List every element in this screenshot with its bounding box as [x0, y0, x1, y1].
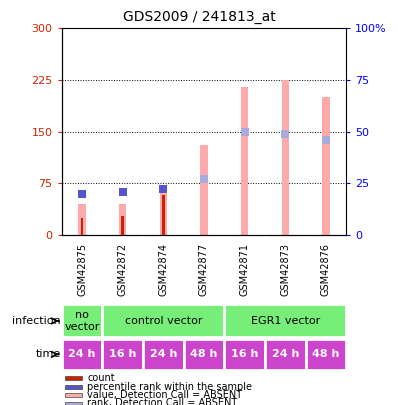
Bar	[160, 190, 167, 235]
Text: GSM42877: GSM42877	[199, 243, 209, 296]
Bar	[306, 339, 346, 370]
Bar	[224, 339, 265, 370]
Bar	[62, 339, 102, 370]
Bar	[183, 339, 224, 370]
Text: 24 h: 24 h	[271, 350, 299, 359]
Text: GSM42871: GSM42871	[240, 243, 250, 296]
Text: GSM42876: GSM42876	[321, 243, 331, 296]
Bar	[81, 218, 83, 235]
Text: GSM42875: GSM42875	[77, 243, 87, 296]
Text: count: count	[87, 373, 115, 383]
Bar	[102, 339, 143, 370]
Bar	[282, 80, 289, 235]
Bar	[64, 377, 82, 380]
Text: GSM42873: GSM42873	[280, 243, 290, 296]
Bar	[224, 305, 346, 337]
Text: GSM42874: GSM42874	[158, 243, 168, 296]
Text: 16 h: 16 h	[231, 350, 258, 359]
Bar	[162, 195, 164, 235]
Bar	[78, 204, 86, 235]
Text: percentile rank within the sample: percentile rank within the sample	[87, 382, 252, 392]
Text: EGR1 vector: EGR1 vector	[251, 316, 320, 326]
Bar	[265, 339, 306, 370]
Bar	[62, 305, 102, 337]
Text: no
vector: no vector	[64, 310, 100, 332]
Text: rank, Detection Call = ABSENT: rank, Detection Call = ABSENT	[87, 399, 238, 405]
Text: GSM42872: GSM42872	[118, 243, 128, 296]
Bar	[119, 204, 126, 235]
Text: 48 h: 48 h	[312, 350, 339, 359]
Text: 48 h: 48 h	[190, 350, 218, 359]
Text: 24 h: 24 h	[150, 350, 177, 359]
Text: 16 h: 16 h	[109, 350, 137, 359]
Bar	[322, 97, 330, 235]
Bar	[121, 215, 124, 235]
Bar	[64, 402, 82, 405]
Text: GDS2009 / 241813_at: GDS2009 / 241813_at	[123, 10, 275, 24]
Bar	[64, 393, 82, 397]
Text: value, Detection Call = ABSENT: value, Detection Call = ABSENT	[87, 390, 242, 400]
Bar	[143, 339, 183, 370]
Bar	[200, 145, 208, 235]
Text: control vector: control vector	[125, 316, 202, 326]
Bar	[102, 305, 224, 337]
Bar	[64, 385, 82, 389]
Bar	[241, 87, 248, 235]
Text: time: time	[36, 350, 61, 359]
Text: infection: infection	[12, 316, 61, 326]
Text: 24 h: 24 h	[68, 350, 96, 359]
